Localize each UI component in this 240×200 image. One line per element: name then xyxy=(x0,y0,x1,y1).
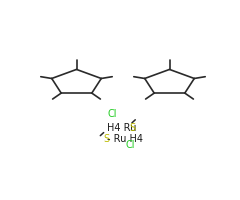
Text: Cl: Cl xyxy=(107,109,117,119)
Text: H4 Ru: H4 Ru xyxy=(107,123,140,133)
Text: - Ru H4: - Ru H4 xyxy=(107,134,143,144)
Text: S: S xyxy=(130,123,136,133)
Text: S: S xyxy=(103,134,110,144)
Text: Cl: Cl xyxy=(126,140,135,150)
